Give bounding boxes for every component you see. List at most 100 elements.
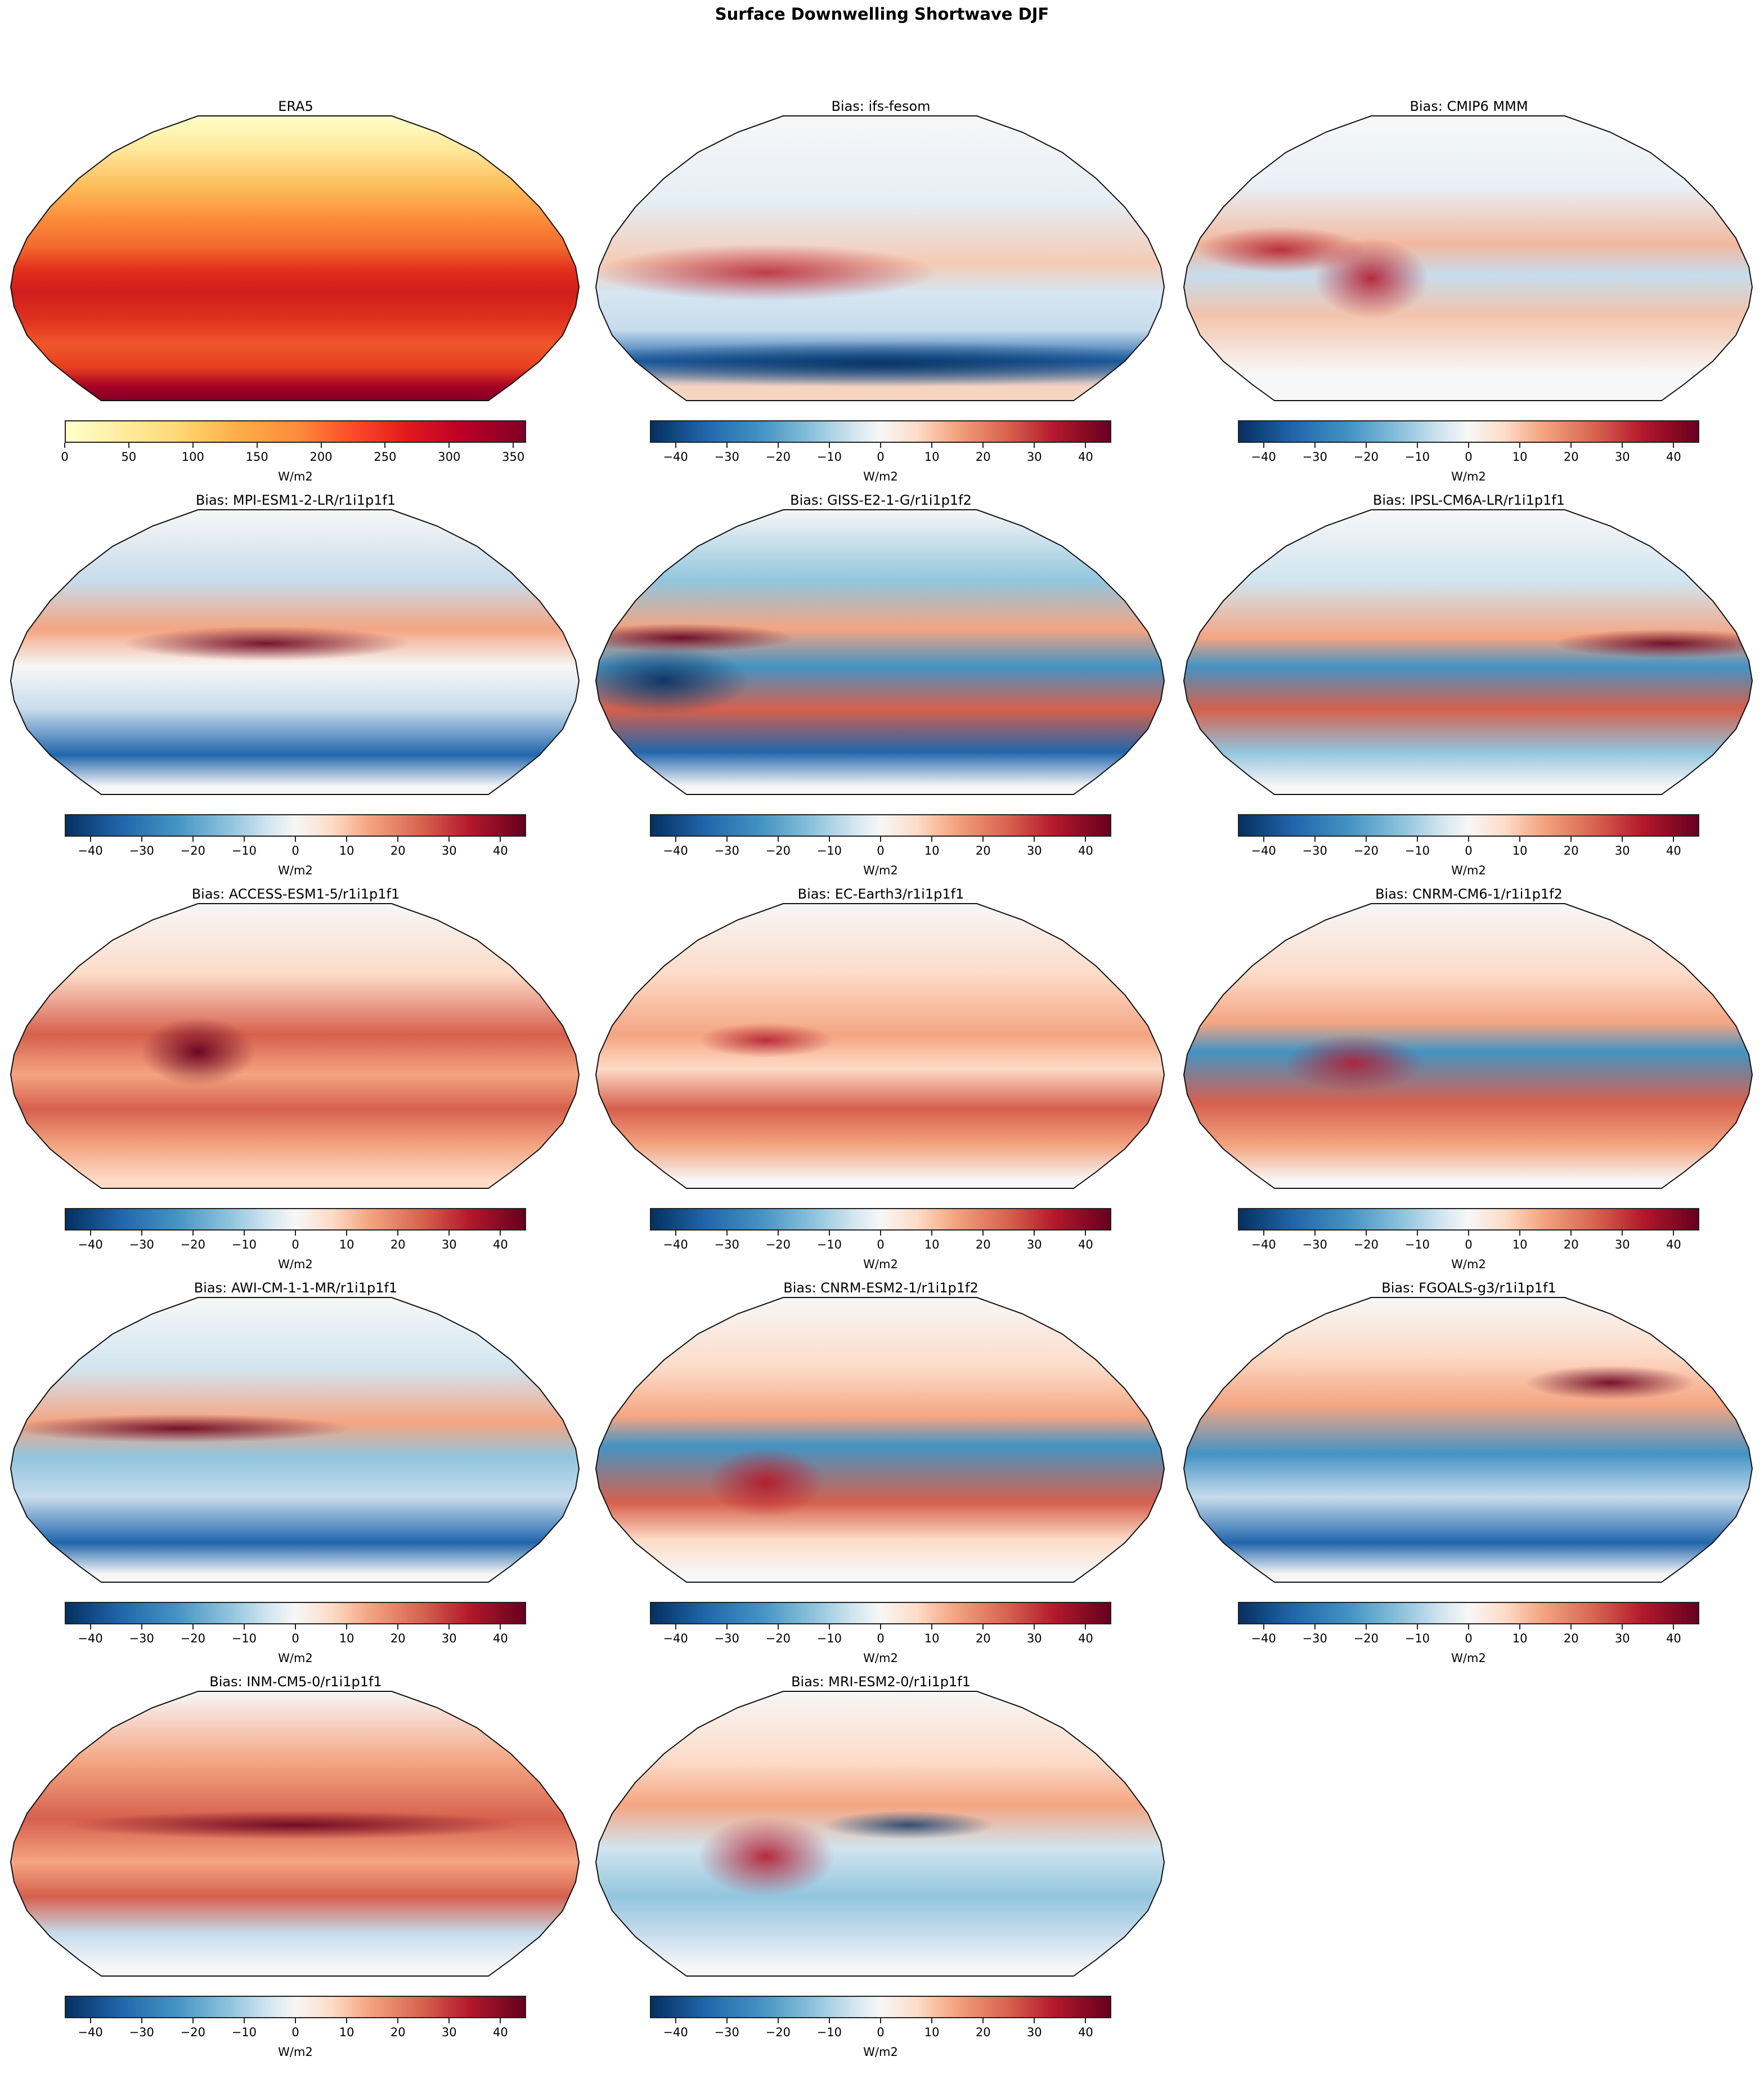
- tick-mark: [1263, 1624, 1264, 1629]
- colorbar-units-label: W/m2: [863, 1258, 898, 1271]
- tick-label: −10: [231, 2026, 257, 2039]
- map-panel: Bias: CNRM-ESM2-1/r1i1p1f2 −40 −30 −20 −10 0 1…: [595, 1280, 1166, 1685]
- colorbar: [65, 1996, 526, 2018]
- map-panel: Bias: CMIP6 MMM −40 −30 −20 −10 0 10 20 30 40 W/m2: [1183, 98, 1754, 504]
- tick-mark: [675, 2018, 676, 2023]
- tick-mark: [1365, 443, 1367, 448]
- tick-label: 0: [291, 844, 299, 857]
- tick-label: 0: [1465, 1632, 1473, 1645]
- colorbar-units-label: W/m2: [278, 2045, 313, 2059]
- tick-label: 150: [245, 450, 268, 464]
- tick-mark: [1570, 837, 1572, 842]
- tick-label: 0: [877, 2026, 885, 2039]
- robinson-map: [595, 1297, 1165, 1583]
- tick-mark: [1034, 2018, 1035, 2023]
- tick-label: 30: [1614, 1238, 1630, 1251]
- tick-mark: [1085, 2018, 1087, 2023]
- tick-mark: [1085, 443, 1087, 448]
- tick-mark: [1263, 1231, 1264, 1236]
- tick-mark: [192, 2018, 194, 2023]
- panel-title: Bias: MPI-ESM1-2-LR/r1i1p1f1: [195, 492, 396, 508]
- colorbar-ticks: −40 −30 −20 −10 0 10 20 30 40: [65, 1231, 526, 1253]
- colorbar: [65, 420, 526, 443]
- panel-title: Bias: IPSL-CM6A-LR/r1i1p1f1: [1372, 492, 1565, 508]
- tick-label: 30: [1026, 450, 1042, 464]
- tick-mark: [777, 1231, 779, 1236]
- tick-label: 40: [1078, 1238, 1093, 1251]
- tick-mark: [1034, 1624, 1035, 1629]
- tick-mark: [384, 443, 386, 448]
- tick-label: −20: [765, 2026, 791, 2039]
- robinson-map: [1183, 115, 1753, 401]
- map-panel: Bias: CNRM-CM6-1/r1i1p1f2 −40 −30 −20 −10 0 10…: [1183, 886, 1754, 1291]
- tick-mark: [1519, 1231, 1521, 1236]
- robinson-map: [10, 115, 580, 401]
- colorbar-units-label: W/m2: [1451, 1258, 1486, 1271]
- tick-label: 40: [1666, 1632, 1681, 1645]
- tick-mark: [500, 2018, 501, 2023]
- tick-mark: [500, 837, 501, 842]
- tick-label: 10: [924, 450, 940, 464]
- tick-label: 40: [1078, 2026, 1093, 2039]
- tick-mark: [346, 1231, 348, 1236]
- tick-mark: [777, 837, 779, 842]
- tick-mark: [726, 1231, 728, 1236]
- tick-label: 0: [877, 1632, 885, 1645]
- colorbar: [1238, 1602, 1699, 1624]
- tick-label: 250: [374, 450, 397, 464]
- tick-label: −10: [816, 1632, 842, 1645]
- panel-title: Bias: CNRM-ESM2-1/r1i1p1f2: [783, 1280, 978, 1296]
- tick-label: 40: [1078, 450, 1093, 464]
- tick-mark: [295, 2018, 296, 2023]
- tick-mark: [295, 1231, 296, 1236]
- tick-mark: [141, 837, 142, 842]
- tick-label: 20: [975, 2026, 991, 2039]
- tick-mark: [828, 837, 830, 842]
- tick-label: 30: [441, 844, 457, 857]
- colorbar: [650, 420, 1111, 443]
- tick-mark: [448, 2018, 450, 2023]
- colorbar-ticks: −40 −30 −20 −10 0 10 20 30 40: [1238, 1231, 1699, 1253]
- colorbar: [1238, 420, 1699, 443]
- tick-mark: [295, 837, 296, 842]
- tick-label: 30: [1614, 844, 1630, 857]
- tick-mark: [192, 1231, 194, 1236]
- map-panel: Bias: ACCESS-ESM1-5/r1i1p1f1 −40 −30 −20 −10…: [10, 886, 581, 1291]
- tick-label: −30: [714, 1632, 739, 1645]
- tick-mark: [828, 2018, 830, 2023]
- panel-title: ERA5: [278, 98, 313, 114]
- tick-label: −20: [765, 844, 791, 857]
- tick-mark: [1085, 1231, 1087, 1236]
- tick-label: 100: [181, 450, 204, 464]
- tick-label: −40: [78, 1632, 103, 1645]
- tick-mark: [1622, 1231, 1623, 1236]
- colorbar-ticks: −40 −30 −20 −10 0 10 20 30 40: [65, 2018, 526, 2041]
- colorbar-ticks: −40 −30 −20 −10 0 10 20 30 40: [650, 443, 1111, 465]
- tick-mark: [448, 443, 450, 448]
- tick-mark: [89, 2018, 91, 2023]
- robinson-map: [10, 903, 580, 1189]
- tick-label: −20: [765, 1238, 791, 1251]
- colorbar-units-label: W/m2: [278, 1258, 313, 1271]
- tick-label: 20: [390, 1238, 406, 1251]
- tick-label: 10: [1512, 844, 1528, 857]
- tick-label: −30: [129, 2026, 154, 2039]
- tick-mark: [931, 443, 933, 448]
- tick-label: 10: [339, 844, 354, 857]
- tick-mark: [1034, 837, 1035, 842]
- colorbar-units-label: W/m2: [278, 864, 313, 877]
- colorbar-ticks: −40 −30 −20 −10 0 10 20 30 40: [1238, 837, 1699, 859]
- tick-label: −30: [714, 844, 739, 857]
- map-panel: Bias: IPSL-CM6A-LR/r1i1p1f1 −40 −30 −20 −10 0…: [1183, 492, 1754, 897]
- tick-mark: [1570, 1231, 1572, 1236]
- tick-mark: [346, 1624, 348, 1629]
- tick-mark: [1365, 837, 1367, 842]
- tick-label: 20: [975, 844, 991, 857]
- tick-mark: [89, 837, 91, 842]
- tick-mark: [1468, 837, 1469, 842]
- tick-mark: [513, 443, 514, 448]
- tick-label: 0: [1465, 844, 1473, 857]
- tick-label: 0: [1465, 450, 1473, 464]
- tick-mark: [982, 2018, 984, 2023]
- tick-mark: [1263, 443, 1264, 448]
